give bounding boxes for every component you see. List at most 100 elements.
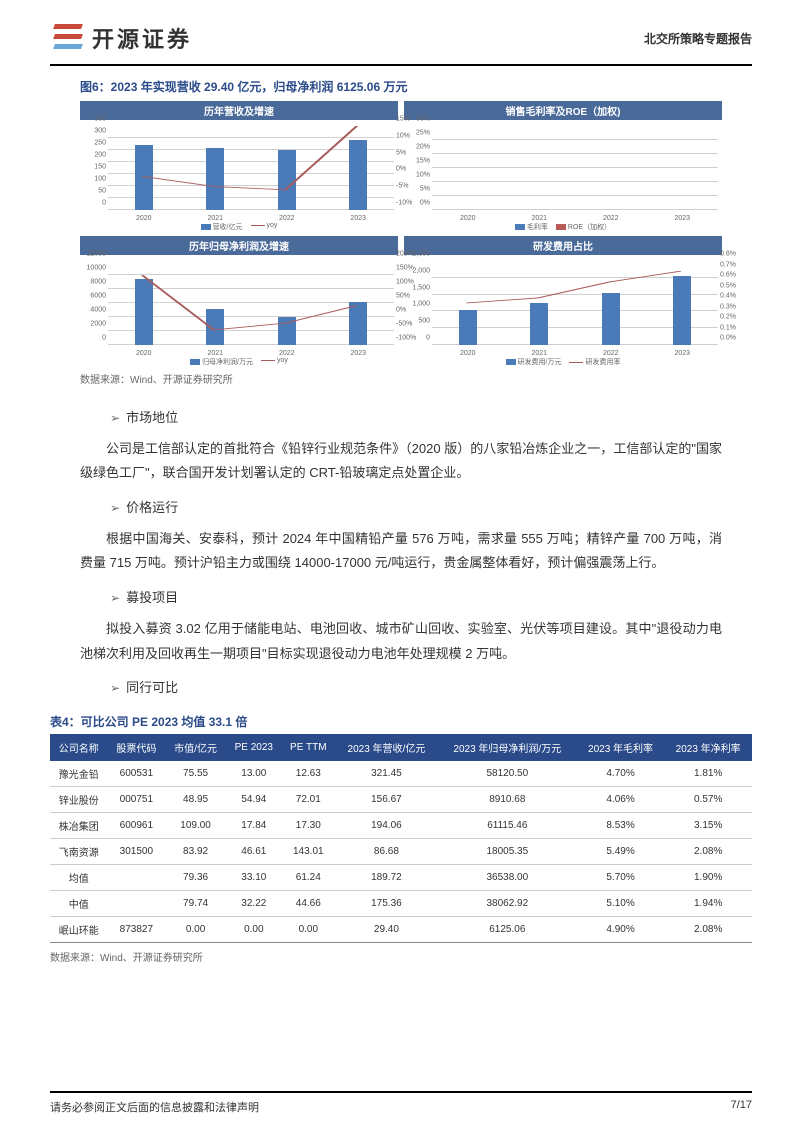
table-row: 株冶集团600961109.0017.8417.30194.0661115.46… — [50, 812, 752, 838]
table-header-cell: 股票代码 — [108, 734, 166, 761]
table-cell: 58120.50 — [438, 761, 577, 787]
table-cell: 86.68 — [335, 838, 438, 864]
chart3-body: 0 2000 4000 6000 8000 10000 12000 -100% … — [80, 255, 398, 365]
table-cell: 109.00 — [165, 812, 226, 838]
heading-price-trend: ➢价格运行 — [110, 496, 722, 521]
table-cell: 17.84 — [226, 812, 282, 838]
table-cell: 5.10% — [577, 890, 665, 916]
table-cell: 4.06% — [577, 786, 665, 812]
table-cell: 61115.46 — [438, 812, 577, 838]
chart-margin-roe: 销售毛利率及ROE（加权) 0% 5% 10% 15% 20% 25% 30% — [404, 101, 722, 230]
table-cell: 156.67 — [335, 786, 438, 812]
table-cell — [108, 890, 166, 916]
table-row: 飞南资源30150083.9246.61143.0186.6818005.355… — [50, 838, 752, 864]
table-cell: 301500 — [108, 838, 166, 864]
heading-peers: ➢同行可比 — [110, 676, 722, 701]
heading-text: 募投项目 — [126, 590, 178, 605]
table-header-cell: PE 2023 — [226, 734, 282, 761]
para-fundraising: 拟投入募资 3.02 亿用于储能电站、电池回收、城市矿山回收、实验室、光伏等项目… — [80, 617, 722, 666]
legend-label: 毛利率 — [527, 224, 548, 231]
table-cell: 79.74 — [165, 890, 226, 916]
table-cell: 豫光金铅 — [50, 761, 108, 787]
page-number: 7/17 — [731, 1099, 752, 1115]
table-cell: 72.01 — [282, 786, 335, 812]
legend-label: yoy — [277, 357, 288, 364]
table-cell: 0.00 — [165, 916, 226, 942]
table-row: 锌业股份00075148.9554.9472.01156.678910.684.… — [50, 786, 752, 812]
table-cell: 3.15% — [664, 812, 752, 838]
charts-grid: 历年营收及增速 0 50 100 150 200 250 300 350 -10… — [50, 101, 752, 365]
page-header: 开源证券 北交所策略专题报告 — [0, 0, 802, 64]
table-cell: 75.55 — [165, 761, 226, 787]
table-row: 岷山环能8738270.000.000.0029.406125.064.90%2… — [50, 916, 752, 942]
table-cell: 83.92 — [165, 838, 226, 864]
table-cell: 2.08% — [664, 916, 752, 942]
table-cell: 1.94% — [664, 890, 752, 916]
table-header-cell: 2023 年归母净利润/万元 — [438, 734, 577, 761]
chart1-body: 0 50 100 150 200 250 300 350 -10% -5% 0%… — [80, 120, 398, 230]
table-cell: 189.72 — [335, 864, 438, 890]
chart2-body: 0% 5% 10% 15% 20% 25% 30% 20202021202220… — [404, 120, 722, 230]
figure6-title: 图6：2023 年实现营收 29.40 亿元，归母净利润 6125.06 万元 — [80, 78, 752, 95]
table-cell — [108, 864, 166, 890]
logo: 开源证券 — [50, 20, 192, 56]
table-cell: 321.45 — [335, 761, 438, 787]
table-cell: 79.36 — [165, 864, 226, 890]
table-header-row: 公司名称股票代码市值/亿元PE 2023PE TTM2023 年营收/亿元202… — [50, 734, 752, 761]
table-cell: 46.61 — [226, 838, 282, 864]
table-cell: 000751 — [108, 786, 166, 812]
table-cell: 8.53% — [577, 812, 665, 838]
table-cell: 岷山环能 — [50, 916, 108, 942]
table-cell: 5.70% — [577, 864, 665, 890]
table-cell: 54.94 — [226, 786, 282, 812]
legend-label: yoy — [267, 222, 278, 229]
chart-rd-expense: 研发费用占比 0 500 1,000 1,500 2,000 2,500 0.0… — [404, 236, 722, 365]
table-cell: 0.57% — [664, 786, 752, 812]
table-cell: 12.63 — [282, 761, 335, 787]
table4-title: 表4：可比公司 PE 2023 均值 33.1 倍 — [50, 713, 752, 730]
table-cell: 1.81% — [664, 761, 752, 787]
table-header-cell: 2023 年毛利率 — [577, 734, 665, 761]
table-cell: 5.49% — [577, 838, 665, 864]
table-cell: 29.40 — [335, 916, 438, 942]
table-cell: 36538.00 — [438, 864, 577, 890]
table-cell: 13.00 — [226, 761, 282, 787]
para-price-trend: 根据中国海关、安泰科，预计 2024 年中国精铅产量 576 万吨，需求量 55… — [80, 527, 722, 576]
heading-fundraising: ➢募投项目 — [110, 586, 722, 611]
table-header-cell: PE TTM — [282, 734, 335, 761]
table-cell: 600531 — [108, 761, 166, 787]
table-cell: 175.36 — [335, 890, 438, 916]
table-cell: 4.70% — [577, 761, 665, 787]
page-footer: 请务必参阅正文后面的信息披露和法律声明 7/17 — [50, 1091, 752, 1115]
comparable-companies-table: 公司名称股票代码市值/亿元PE 2023PE TTM2023 年营收/亿元202… — [50, 734, 752, 943]
table4-source: 数据来源：Wind、开源证券研究所 — [50, 949, 752, 964]
chart-net-profit-growth: 历年归母净利润及增速 0 2000 4000 6000 8000 10000 1… — [80, 236, 398, 365]
chart2-title: 销售毛利率及ROE（加权) — [404, 101, 722, 120]
table-cell: 6125.06 — [438, 916, 577, 942]
table-cell: 44.66 — [282, 890, 335, 916]
figure6-source: 数据来源：Wind、开源证券研究所 — [80, 371, 752, 386]
chart3-title: 历年归母净利润及增速 — [80, 236, 398, 255]
table-cell: 17.30 — [282, 812, 335, 838]
table-cell: 锌业股份 — [50, 786, 108, 812]
heading-text: 价格运行 — [126, 500, 178, 515]
heading-market-position: ➢市场地位 — [110, 406, 722, 431]
report-type: 北交所策略专题报告 — [644, 30, 752, 47]
table-cell: 48.95 — [165, 786, 226, 812]
chart1-title: 历年营收及增速 — [80, 101, 398, 120]
table-header-cell: 公司名称 — [50, 734, 108, 761]
table-cell: 873827 — [108, 916, 166, 942]
legend-label: 研发费用率 — [585, 359, 620, 366]
table-cell: 0.00 — [226, 916, 282, 942]
para-market-position: 公司是工信部认定的首批符合《铅锌行业规范条件》（2020 版）的八家铅冶炼企业之… — [80, 437, 722, 486]
table-header-cell: 2023 年营收/亿元 — [335, 734, 438, 761]
content-area: 图6：2023 年实现营收 29.40 亿元，归母净利润 6125.06 万元 … — [0, 66, 802, 964]
footer-disclaimer: 请务必参阅正文后面的信息披露和法律声明 — [50, 1099, 259, 1115]
heading-text: 同行可比 — [126, 680, 178, 695]
table-cell: 33.10 — [226, 864, 282, 890]
table-cell: 194.06 — [335, 812, 438, 838]
heading-text: 市场地位 — [126, 410, 178, 425]
legend-label: 研发费用/万元 — [518, 359, 562, 366]
legend-label: 归母净利润/万元 — [202, 359, 253, 366]
logo-text: 开源证券 — [92, 22, 192, 54]
